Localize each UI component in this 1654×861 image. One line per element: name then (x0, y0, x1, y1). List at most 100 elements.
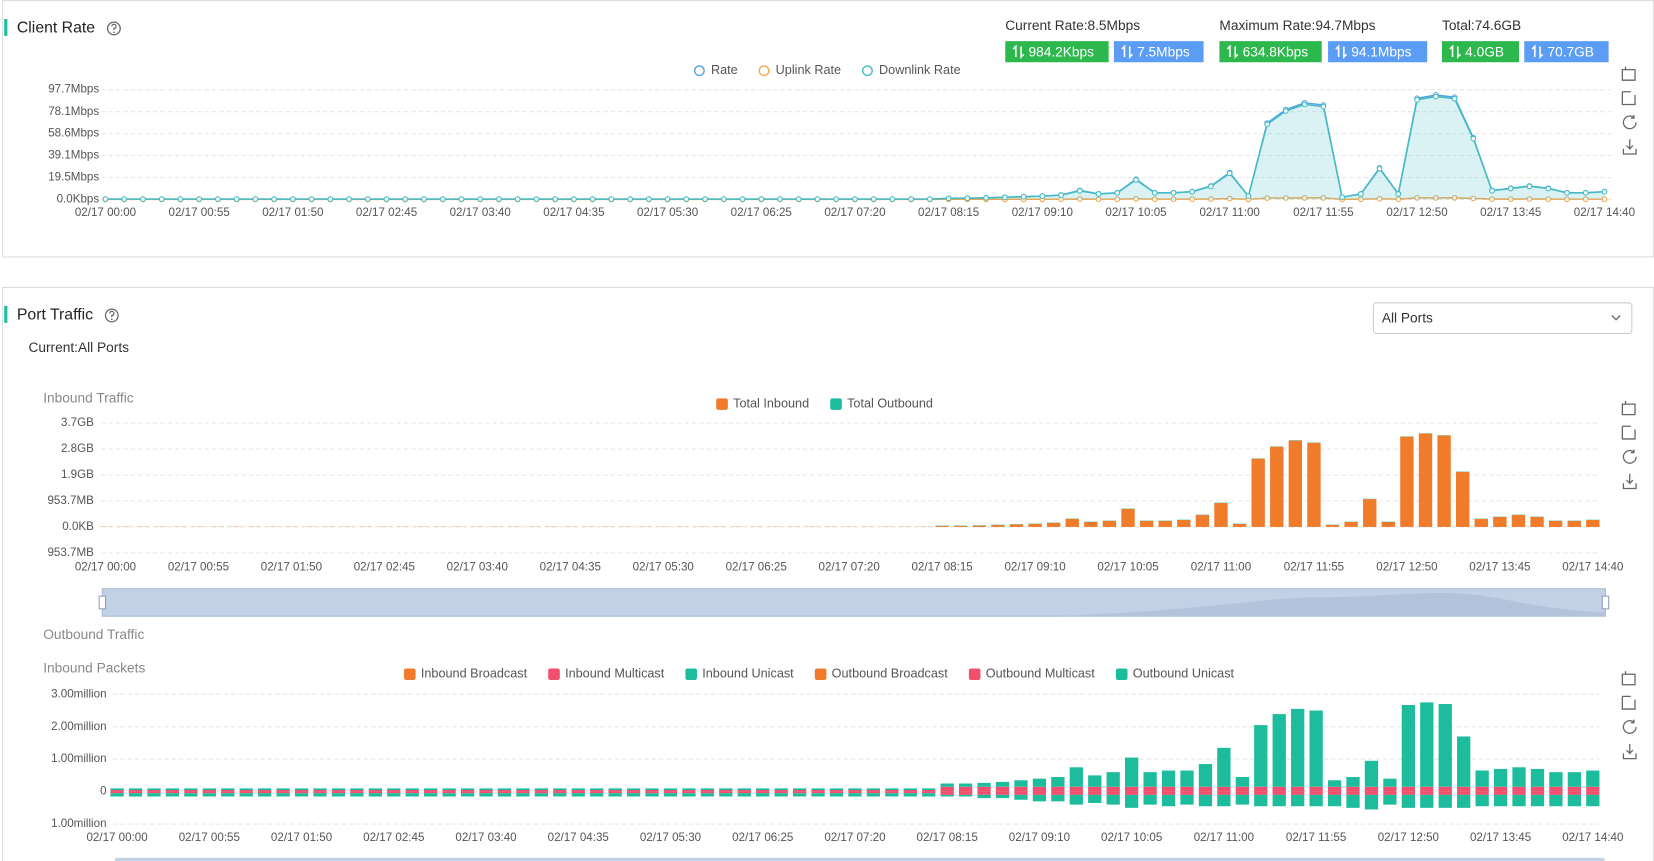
legend-label[interactable]: Uplink Rate (776, 63, 841, 77)
legend-marker[interactable] (404, 668, 416, 681)
bar (184, 790, 198, 792)
bar (866, 793, 881, 797)
bar (1254, 794, 1268, 807)
bar (571, 791, 585, 794)
toolbox-icon[interactable] (1621, 66, 1636, 81)
help-icon[interactable] (106, 21, 121, 36)
bar (1401, 786, 1415, 792)
bar (1309, 794, 1323, 807)
y-tick-label: 2.8GB (61, 442, 94, 455)
data-zoom[interactable] (98, 588, 1610, 617)
x-tick-label: 02/17 11:00 (1194, 831, 1254, 844)
bar (128, 793, 143, 797)
bar (239, 788, 253, 791)
bar (700, 788, 715, 791)
legend-marker[interactable] (685, 668, 697, 681)
bar (258, 788, 272, 791)
legend-marker[interactable] (548, 668, 560, 681)
bar (1161, 791, 1176, 795)
bar (1143, 791, 1157, 795)
point (1526, 183, 1533, 190)
legend-label[interactable]: Inbound Broadcast (421, 667, 528, 681)
bar (1549, 786, 1563, 792)
bar (1014, 794, 1028, 800)
point (140, 196, 146, 202)
legend-label[interactable]: Inbound Unicast (702, 667, 794, 681)
legend-label[interactable]: Outbound Unicast (1133, 667, 1235, 681)
point (1226, 195, 1233, 202)
bar (460, 790, 475, 792)
bar (774, 788, 788, 791)
legend-marker[interactable] (814, 668, 827, 681)
legend-label[interactable]: Total Outbound (847, 396, 933, 410)
toolbox-icon[interactable] (1622, 449, 1637, 464)
bar (1327, 794, 1342, 807)
bar (1530, 516, 1544, 527)
legend-marker[interactable] (968, 668, 981, 681)
toolbox-icon[interactable] (1622, 115, 1637, 130)
bar (1420, 702, 1434, 787)
toolbox-icon[interactable] (1621, 400, 1636, 416)
bar (645, 790, 659, 792)
point (1564, 196, 1570, 203)
select-value[interactable]: All Ports (1382, 310, 1433, 325)
point (1601, 188, 1608, 195)
point (739, 196, 746, 202)
y-tick-label: 0.0KB (62, 520, 94, 533)
bar (460, 793, 475, 797)
bar (940, 794, 954, 797)
toolbox-icon[interactable] (1622, 719, 1637, 734)
point (664, 196, 671, 202)
bar (626, 790, 641, 792)
toolbox-icon[interactable] (1621, 91, 1636, 106)
legend-marker[interactable] (758, 65, 770, 77)
legend-marker[interactable] (716, 398, 728, 410)
help-icon[interactable] (104, 308, 119, 323)
x-tick-label: 02/17 03:40 (450, 206, 511, 219)
x-tick-label: 02/17 10:05 (1097, 561, 1158, 574)
legend-label[interactable]: Rate (711, 63, 738, 77)
bar (922, 788, 936, 791)
bar (903, 788, 917, 791)
bar (165, 790, 180, 792)
bar (1161, 770, 1176, 787)
bar (885, 791, 899, 794)
bar (811, 788, 825, 791)
bar (1344, 521, 1358, 527)
bar (331, 788, 346, 791)
legend-marker[interactable] (862, 65, 873, 77)
point (1564, 190, 1570, 196)
point (1507, 185, 1514, 192)
section-title: Port Traffic (17, 307, 93, 324)
bar (110, 788, 124, 791)
point (1339, 194, 1345, 201)
bar (1512, 794, 1526, 807)
legend-label[interactable]: Outbound Broadcast (832, 667, 949, 681)
legend-label[interactable]: Inbound Multicast (565, 667, 665, 681)
bar (1309, 710, 1323, 787)
legend-label[interactable]: Total Inbound (733, 396, 809, 410)
rate-icon (1121, 44, 1133, 59)
bar (276, 791, 290, 794)
toolbox-icon[interactable] (1621, 425, 1636, 440)
port-select[interactable]: All Ports (1372, 302, 1633, 334)
legend-label[interactable]: Outbound Multicast (986, 667, 1096, 681)
toolbox-icon[interactable] (1621, 671, 1636, 686)
legend-label[interactable]: Downlink Rate (879, 63, 961, 77)
bar (1180, 770, 1194, 787)
legend-marker[interactable] (1115, 668, 1128, 681)
bar (1106, 794, 1120, 805)
bar (147, 793, 161, 797)
toolbox-icon[interactable] (1622, 473, 1637, 490)
bar (424, 793, 438, 797)
toolbox-icon[interactable] (1621, 695, 1636, 710)
toolbox-icon[interactable] (1622, 743, 1637, 760)
toolbox-icon[interactable] (1622, 139, 1637, 155)
legend-marker[interactable] (830, 398, 842, 410)
legend-marker[interactable] (693, 65, 705, 77)
point (514, 196, 521, 202)
title-accent (4, 305, 8, 323)
data-zoom[interactable] (114, 857, 1605, 861)
bar (1032, 794, 1047, 802)
point (1601, 196, 1608, 203)
